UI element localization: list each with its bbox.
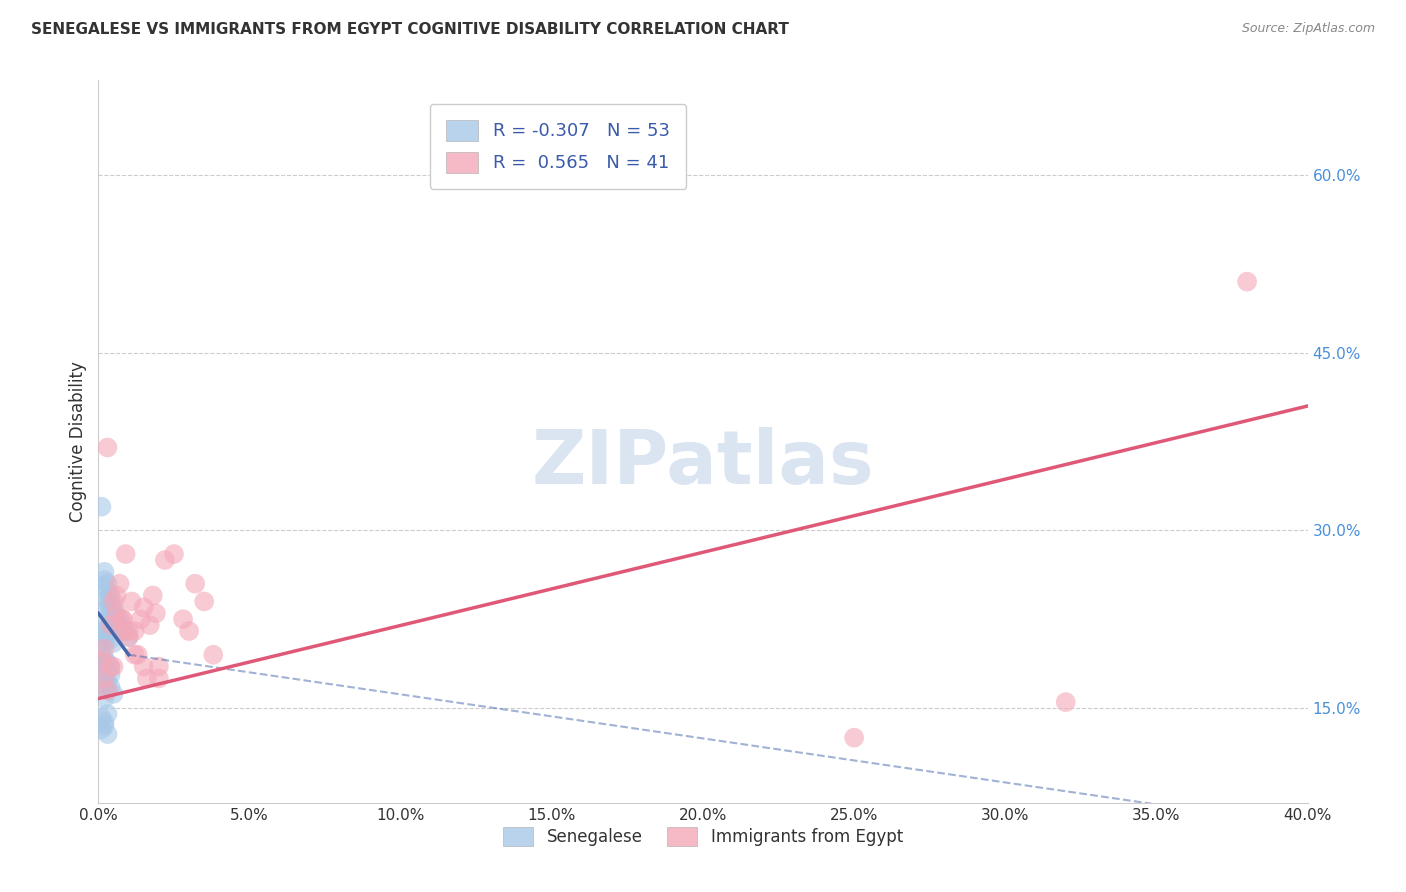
Point — [118, 630, 141, 644]
Point — [139, 618, 162, 632]
Point — [96, 592, 118, 607]
Point — [96, 706, 118, 721]
Point — [103, 636, 125, 650]
Point — [90, 710, 112, 724]
Point — [103, 615, 125, 630]
Point — [93, 627, 115, 641]
Text: Source: ZipAtlas.com: Source: ZipAtlas.com — [1241, 22, 1375, 36]
Point — [100, 618, 122, 632]
Point — [121, 594, 143, 608]
Point — [103, 594, 125, 608]
Point — [93, 672, 115, 686]
Point — [105, 589, 128, 603]
Point — [179, 624, 201, 638]
Point — [105, 608, 128, 623]
Point — [96, 627, 118, 641]
Point — [90, 500, 112, 514]
Point — [93, 641, 115, 656]
Point — [103, 600, 125, 615]
Point — [90, 624, 112, 638]
Point — [184, 576, 207, 591]
Point — [111, 620, 134, 634]
Point — [93, 580, 115, 594]
Point — [163, 547, 186, 561]
Point — [148, 672, 170, 686]
Point — [93, 636, 115, 650]
Point — [145, 607, 167, 621]
Point — [103, 687, 125, 701]
Point — [96, 441, 118, 455]
Point — [96, 727, 118, 741]
Point — [114, 624, 136, 638]
Point — [90, 654, 112, 668]
Point — [100, 680, 122, 694]
Point — [124, 624, 146, 638]
Point — [96, 601, 118, 615]
Point — [93, 677, 115, 691]
Point — [132, 600, 155, 615]
Point — [93, 719, 115, 733]
Point — [93, 573, 115, 587]
Point — [111, 612, 134, 626]
Point — [96, 585, 118, 599]
Point — [96, 656, 118, 670]
Point — [844, 731, 866, 745]
Point — [103, 659, 125, 673]
Point — [100, 659, 122, 673]
Point — [90, 648, 112, 662]
Point — [93, 565, 115, 579]
Point — [93, 659, 115, 673]
Point — [153, 553, 176, 567]
Point — [108, 576, 131, 591]
Point — [93, 715, 115, 730]
Text: ZIPatlas: ZIPatlas — [531, 426, 875, 500]
Point — [93, 632, 115, 647]
Point — [202, 648, 225, 662]
Point — [193, 594, 215, 608]
Point — [103, 608, 125, 623]
Y-axis label: Cognitive Disability: Cognitive Disability — [69, 361, 87, 522]
Point — [132, 659, 155, 673]
Point — [100, 608, 122, 623]
Point — [148, 659, 170, 673]
Point — [111, 624, 134, 638]
Point — [100, 659, 122, 673]
Point — [96, 620, 118, 634]
Point — [96, 675, 118, 690]
Point — [100, 604, 122, 618]
Point — [90, 615, 112, 630]
Point — [100, 632, 122, 647]
Point — [108, 612, 131, 626]
Point — [96, 683, 118, 698]
Point — [96, 683, 118, 698]
Point — [100, 668, 122, 682]
Point — [118, 624, 141, 638]
Point — [105, 615, 128, 630]
Point — [124, 648, 146, 662]
Point — [96, 663, 118, 677]
Point — [129, 612, 152, 626]
Point — [142, 589, 165, 603]
Point — [96, 576, 118, 591]
Point — [135, 672, 157, 686]
Point — [93, 672, 115, 686]
Point — [114, 547, 136, 561]
Legend: Senegalese, Immigrants from Egypt: Senegalese, Immigrants from Egypt — [489, 814, 917, 860]
Point — [90, 723, 112, 737]
Point — [172, 612, 194, 626]
Point — [100, 589, 122, 603]
Point — [118, 630, 141, 644]
Point — [105, 607, 128, 621]
Point — [93, 651, 115, 665]
Point — [90, 656, 112, 670]
Point — [100, 597, 122, 611]
Point — [127, 648, 149, 662]
Point — [1236, 275, 1258, 289]
Text: SENEGALESE VS IMMIGRANTS FROM EGYPT COGNITIVE DISABILITY CORRELATION CHART: SENEGALESE VS IMMIGRANTS FROM EGYPT COGN… — [31, 22, 789, 37]
Point — [1054, 695, 1077, 709]
Point — [96, 597, 118, 611]
Point — [111, 612, 134, 626]
Point — [108, 620, 131, 634]
Point — [93, 691, 115, 706]
